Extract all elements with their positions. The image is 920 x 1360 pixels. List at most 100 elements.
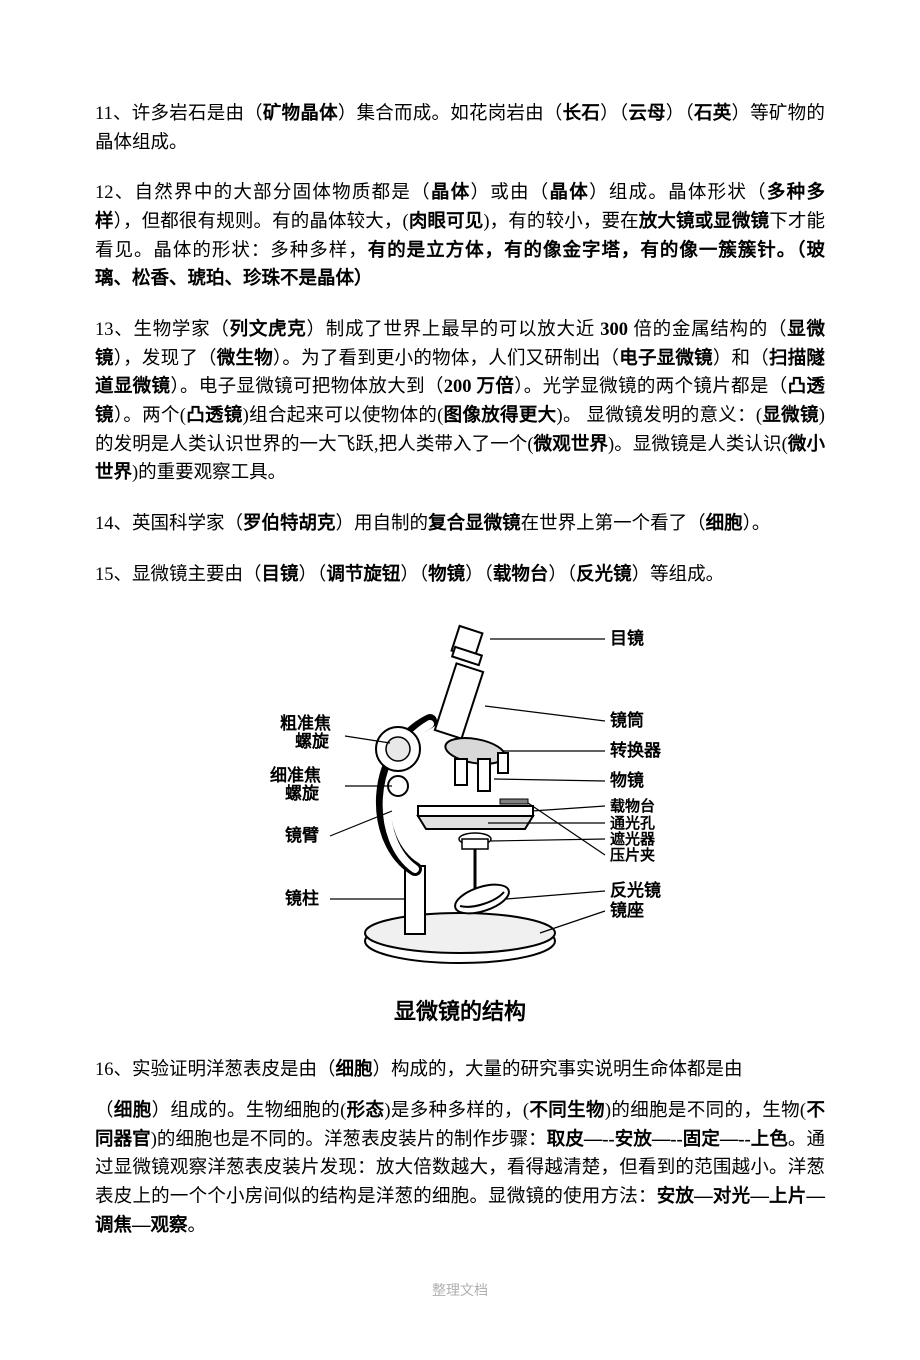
text: )，有的较小，要在	[483, 212, 638, 232]
bold-text: 放大镜或显微镜	[639, 212, 769, 232]
blank-answer: 云母	[628, 104, 665, 124]
label-coarse-focus-2: 螺旋	[295, 731, 330, 751]
paragraph-12: 12、自然界中的大部分固体物质都是（晶体）或由（晶体）组成。晶体形状（多种多样）…	[95, 179, 825, 294]
paragraph-16: 16、实验证明洋葱表皮是由（细胞）构成的，大量的研究事实说明生命体都是由	[95, 1056, 825, 1085]
text: ）集合而成。如花岗岩由（	[338, 104, 563, 124]
blank-answer: 不同生物	[529, 1101, 605, 1121]
text: 。	[188, 1216, 207, 1236]
blank-answer: 细胞	[336, 1060, 373, 1080]
text: 自然界中的大部分固体物质都是（	[135, 183, 431, 203]
blank-answer: 电子显微镜	[619, 349, 713, 369]
para-num: 16、	[95, 1060, 132, 1080]
label-fine-focus: 细准焦	[270, 765, 321, 785]
blank-answer: 罗伯特胡克	[243, 514, 336, 534]
text: ）（	[666, 104, 694, 124]
text: 在世界上第一个看了（	[521, 514, 706, 534]
paragraph-11: 11、许多岩石是由（矿物晶体）集合而成。如花岗岩由（长石）（云母）（石英）等矿物…	[95, 100, 825, 157]
blank-answer: 显微镜	[762, 406, 819, 426]
label-diaphragm: 遮光器	[610, 830, 656, 848]
para-num: 13、	[95, 320, 133, 340]
paragraph-15: 15、显微镜主要由（目镜）（调节旋钮）（物镜）（载物台）（反光镜）等组成。	[95, 561, 825, 590]
blank-answer: 晶体	[550, 183, 590, 203]
paragraph-14: 14、英国科学家（罗伯特胡克）用自制的复合显微镜在世界上第一个看了（细胞）。	[95, 510, 825, 539]
text: ）（	[548, 565, 576, 585]
label-revolver: 转换器	[610, 740, 662, 760]
blank-answer: 晶体	[431, 183, 471, 203]
text: ）制成了世界上最早的可以放大近	[307, 320, 601, 340]
label-stage: 载物台	[610, 797, 655, 815]
blank-answer: 反光镜	[576, 565, 632, 585]
text: ），但都很有规则。有的晶体较大，(	[114, 212, 409, 232]
blank-answer: 微生物	[217, 349, 273, 369]
label-aperture: 通光孔	[610, 814, 655, 832]
para-num: 12、	[95, 183, 135, 203]
text: 生物学家（	[133, 320, 229, 340]
text: ）组成的。生物细胞的(	[152, 1101, 347, 1121]
blank-answer: 矿物晶体	[263, 104, 338, 124]
text: )的细胞是不同的，生物(	[605, 1101, 806, 1121]
blank-answer: 细胞	[114, 1101, 152, 1121]
diagram-caption: 显微镜的结构	[95, 994, 825, 1026]
text: ）。两个(	[114, 406, 186, 426]
page-footer: 整理文档	[95, 1280, 825, 1300]
label-mirror: 反光镜	[610, 880, 661, 900]
document-page: 11、许多岩石是由（矿物晶体）集合而成。如花岗岩由（长石）（云母）（石英）等矿物…	[0, 0, 920, 1360]
label-tube: 镜筒	[610, 710, 644, 730]
blank-answer: 载物台	[493, 565, 549, 585]
text: ）（	[600, 104, 628, 124]
bold-text: 取皮—--安放—--固定—--上色	[547, 1130, 788, 1150]
label-arm: 镜臂	[285, 825, 319, 845]
text: 倍的金属结构的（	[633, 320, 787, 340]
blank-answer: 调节旋钮	[326, 565, 400, 585]
paragraph-16b: （细胞）组成的。生物细胞的(形态)是多种多样的，(不同生物)的细胞是不同的，生物…	[95, 1097, 825, 1240]
text: ）或由（	[470, 183, 549, 203]
label-fine-focus-2: 螺旋	[285, 783, 320, 803]
text: ）。	[743, 514, 771, 534]
text: ）。电子显微镜可把物体放大到（	[170, 377, 443, 397]
blank-answer: 长石	[563, 104, 600, 124]
text: )组合起来可以使物体的(	[243, 406, 444, 426]
text: ）等组成。	[632, 565, 725, 585]
text: 英国科学家（	[132, 514, 243, 534]
text: )是多种多样的，(	[384, 1101, 529, 1121]
text: （	[95, 1101, 114, 1121]
label-clip: 压片夹	[610, 846, 655, 864]
blank-answer: 微观世界	[534, 435, 608, 455]
microscope-diagram: 粗准焦 螺旋 细准焦 螺旋 镜臂 镜柱 目镜 镜筒 转换器 物镜 载物台 通光孔…	[95, 611, 825, 1026]
blank-answer: 肉眼可见	[409, 212, 484, 232]
label-eyepiece: 目镜	[610, 628, 644, 648]
text: 许多岩石是由（	[132, 104, 263, 124]
bold-text: 300	[600, 320, 633, 340]
text: )。显微镜是人类认识(	[608, 435, 788, 455]
blank-answer: 物镜	[428, 565, 465, 585]
blank-answer: 石英	[694, 104, 731, 124]
blank-answer: 形态	[346, 1101, 384, 1121]
blank-answer: 列文虎克	[230, 320, 307, 340]
text: ）用自制的	[336, 514, 429, 534]
text: )的细胞也是不同的。洋葱表皮装片的制作步骤：	[151, 1130, 547, 1150]
microscope-svg: 粗准焦 螺旋 细准焦 螺旋 镜臂 镜柱 目镜 镜筒 转换器 物镜 载物台 通光孔…	[250, 611, 670, 981]
text: )。 显微镜发明的意义：(	[556, 406, 762, 426]
blank-answer: 图像放得更大	[443, 406, 556, 426]
blank-answer: 200 万倍	[444, 377, 514, 397]
text: ）（	[299, 565, 327, 585]
text: ）构成的，大量的研究事实说明生命体都是由	[373, 1060, 743, 1080]
para-num: 14、	[95, 514, 132, 534]
blank-answer: 目镜	[262, 565, 299, 585]
label-objective: 物镜	[610, 770, 644, 790]
text: ）（	[400, 565, 428, 585]
label-coarse-focus: 粗准焦	[280, 713, 331, 733]
text: ）和（	[713, 349, 769, 369]
paragraph-13: 13、生物学家（列文虎克）制成了世界上最早的可以放大近 300 倍的金属结构的（…	[95, 316, 825, 488]
para-num: 11、	[95, 104, 132, 124]
bold-text: 复合显微镜	[428, 514, 521, 534]
para-num: 15、	[95, 565, 132, 585]
text: ）（	[465, 565, 493, 585]
text: ），发现了（	[114, 349, 217, 369]
blank-answer: 凸透镜	[186, 406, 243, 426]
text: )的重要观察工具。	[132, 463, 286, 483]
text: 显微镜主要由（	[132, 565, 262, 585]
text: ）。光学显微镜的两个镜片都是（	[514, 377, 787, 397]
blank-answer: 细胞	[706, 514, 743, 534]
label-pillar: 镜柱	[285, 888, 319, 908]
